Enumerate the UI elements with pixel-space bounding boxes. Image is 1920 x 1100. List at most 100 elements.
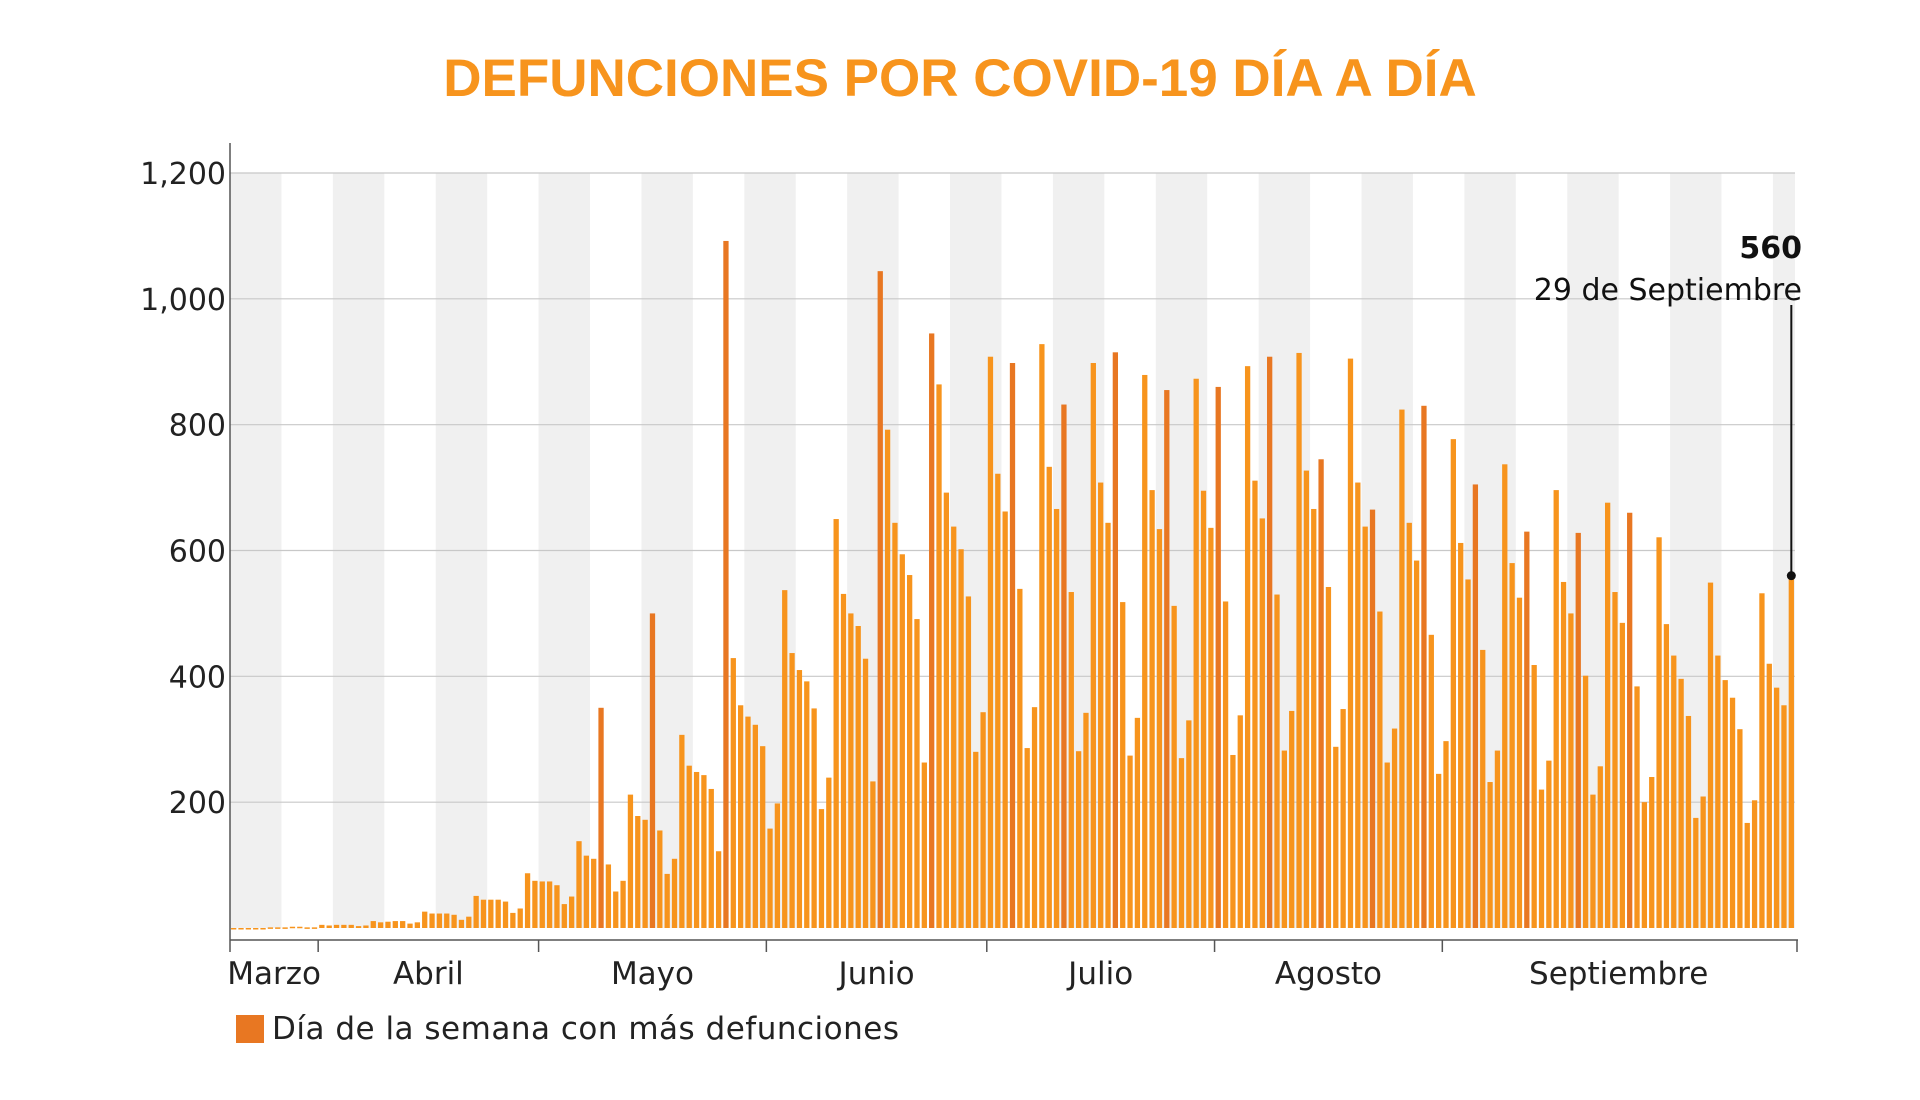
bar: [1362, 526, 1368, 928]
bar: [1046, 466, 1052, 928]
bar: [884, 429, 891, 928]
bar-highlight: [1267, 356, 1273, 928]
bar: [1678, 678, 1684, 928]
bar: [605, 864, 612, 928]
bar: [1208, 527, 1214, 928]
bar: [407, 923, 413, 928]
month-label: Mayo: [611, 956, 694, 992]
bar: [1171, 605, 1177, 928]
bar: [1120, 602, 1126, 928]
bar: [1002, 511, 1008, 928]
bar: [745, 716, 751, 928]
bar: [576, 841, 582, 928]
bar: [1693, 817, 1699, 928]
bar: [348, 924, 354, 928]
bar: [282, 927, 288, 929]
bar: [1546, 760, 1552, 928]
bar-highlight: [1318, 459, 1324, 928]
bar: [811, 708, 817, 928]
bar: [782, 590, 788, 928]
y-tick-labels: 200 400 600 800 1,000 1,200: [140, 157, 226, 821]
bar: [1634, 686, 1640, 928]
bar: [1274, 594, 1280, 928]
bar: [1134, 717, 1141, 928]
bar-highlight: [1215, 386, 1221, 929]
bar: [1465, 579, 1471, 928]
bar: [906, 575, 913, 928]
bar: [899, 554, 905, 928]
bar: [1538, 789, 1545, 928]
callout-value: 560: [1739, 231, 1802, 266]
bar: [715, 851, 722, 928]
bar: [1039, 344, 1045, 929]
bar: [1781, 705, 1787, 928]
bar: [1480, 649, 1486, 928]
bar-highlight: [1112, 352, 1119, 928]
bar: [679, 734, 685, 928]
bar: [561, 904, 567, 928]
bar: [466, 916, 472, 928]
bar: [1105, 522, 1111, 928]
bar: [1237, 715, 1243, 928]
x-month-labels: Marzo Abril Mayo Junio Julio Agosto Septiembre: [227, 940, 1798, 992]
bar-highlight: [1472, 484, 1479, 928]
bar: [1560, 581, 1567, 928]
bar: [804, 681, 810, 928]
month-label: Septiembre: [1529, 956, 1708, 992]
bar: [1766, 663, 1772, 928]
bar: [1098, 482, 1104, 928]
bar: [422, 911, 428, 928]
y-tick-label: 400: [169, 660, 226, 695]
bar-highlight: [1369, 509, 1376, 928]
bar-highlight: [1421, 405, 1427, 929]
bar: [524, 873, 531, 928]
month-label: Abril: [393, 956, 464, 992]
bar: [444, 913, 450, 928]
bar: [738, 705, 744, 928]
bar: [1443, 741, 1449, 928]
bar: [1458, 542, 1464, 928]
bar: [1759, 593, 1765, 928]
bar: [1568, 613, 1574, 928]
bar: [1428, 634, 1434, 928]
bar: [980, 712, 986, 928]
bar-highlight: [598, 707, 604, 928]
bar: [414, 922, 421, 928]
bar: [1582, 675, 1589, 928]
bar: [245, 928, 252, 930]
bar: [1553, 490, 1559, 928]
bar: [1296, 352, 1302, 929]
bar: [392, 921, 398, 928]
bar: [774, 803, 781, 928]
bar: [1391, 728, 1398, 928]
callout-date: 29 de Septiembre: [1534, 273, 1802, 308]
bar: [311, 927, 318, 929]
legend-swatch: [236, 1015, 264, 1043]
bar: [231, 928, 237, 930]
bar: [1230, 754, 1236, 928]
bar: [458, 919, 465, 928]
bar: [1744, 822, 1750, 928]
bar: [1149, 490, 1155, 928]
bar: [1156, 529, 1163, 928]
bar: [333, 924, 340, 928]
bar: [767, 828, 773, 928]
bar: [1597, 766, 1603, 928]
bar: [1252, 480, 1258, 928]
bar: [1222, 601, 1229, 928]
bar: [385, 921, 391, 928]
bar: [377, 922, 384, 928]
bar: [1281, 750, 1287, 928]
bar: [1127, 755, 1133, 928]
bar: [289, 926, 296, 929]
bar: [1612, 592, 1618, 928]
bar: [1333, 746, 1339, 928]
bar: [840, 593, 847, 928]
month-label: Junio: [837, 956, 915, 992]
bar-highlight: [1009, 363, 1016, 929]
bar: [1502, 464, 1508, 928]
bar: [1193, 378, 1199, 928]
bar: [1487, 782, 1493, 928]
bar: [1685, 715, 1692, 928]
